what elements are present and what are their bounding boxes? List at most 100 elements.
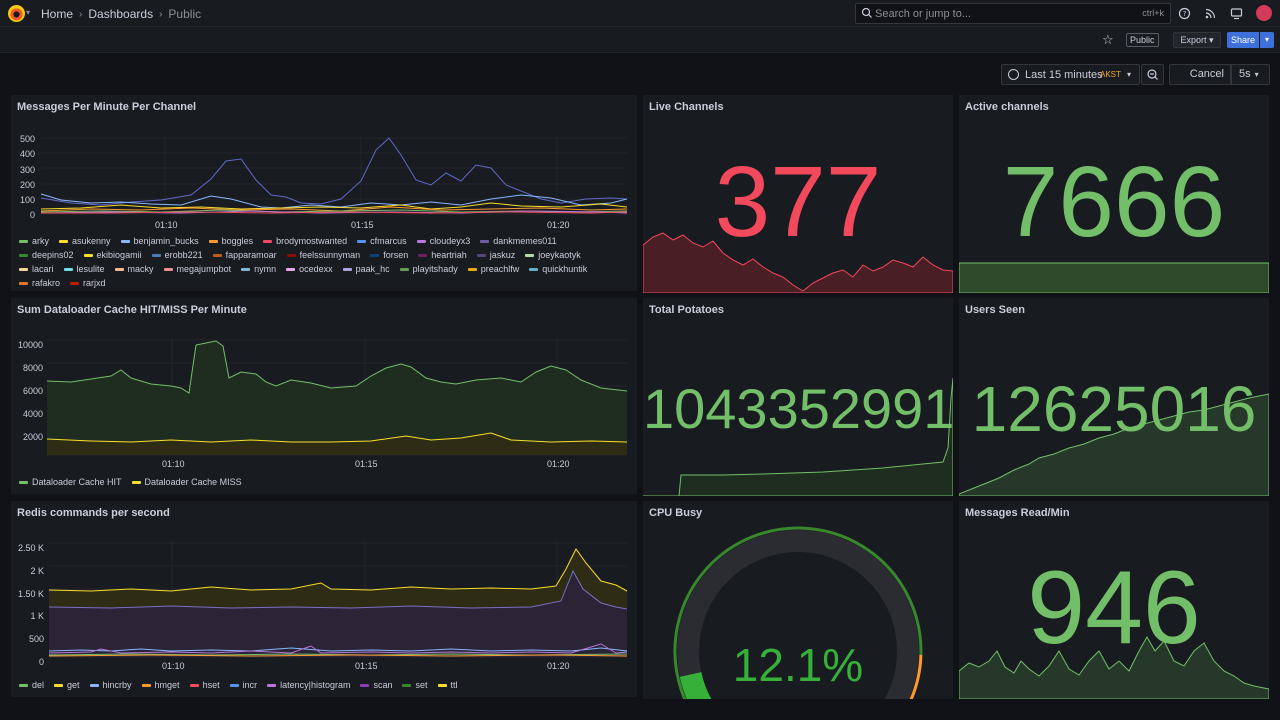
legend-item[interactable]: arky <box>19 236 49 246</box>
chevron-down-icon: ▾ <box>1254 70 1259 79</box>
user-avatar[interactable] <box>1256 5 1272 21</box>
search-input[interactable]: Search or jump to... ctrl+k <box>855 3 1171 24</box>
time-range-picker[interactable]: Last 15 minutes AKST ▾ <box>1001 64 1140 85</box>
legend-swatch <box>19 267 28 271</box>
legend-label: set <box>415 680 428 690</box>
refresh-interval-picker[interactable]: 5s ▾ <box>1231 64 1270 85</box>
breadcrumb-current: Public <box>168 7 202 21</box>
legend-label: rafakro <box>32 278 61 288</box>
legend-label: hset <box>202 680 220 690</box>
legend-swatch <box>70 281 80 285</box>
legend-item[interactable]: del <box>19 678 44 692</box>
legend-item[interactable]: boggles <box>208 236 253 246</box>
legend-swatch <box>208 239 218 243</box>
legend-item[interactable]: set <box>402 678 428 692</box>
legend-item[interactable]: deepins02 <box>19 250 74 260</box>
export-button[interactable]: Export ▾ <box>1173 32 1221 48</box>
legend-item[interactable]: hmget <box>141 678 180 692</box>
share-button[interactable]: Share <box>1227 32 1259 48</box>
y-axis: 2.50 K 2 K 1.50 K 1 K 500 0 <box>11 537 44 674</box>
legend-label: brodymostwanted <box>276 236 348 246</box>
legend-item[interactable]: benjamin_bucks <box>120 236 199 246</box>
dataloader-legend: Dataloader Cache HIT Dataloader Cache MIS… <box>19 475 619 489</box>
chevron-down-icon: ▾ <box>1127 70 1132 79</box>
legend-item[interactable]: Dataloader Cache MISS <box>131 475 242 489</box>
zoom-out-button[interactable] <box>1141 64 1164 85</box>
legend-item[interactable]: ocedexx <box>286 264 333 274</box>
legend-item[interactable]: fapparamoar <box>212 250 277 260</box>
legend-label: incr <box>242 680 258 690</box>
legend-item[interactable]: megajumpbot <box>163 264 231 274</box>
legend-item[interactable]: asukenny <box>59 236 111 246</box>
legend-swatch <box>131 480 141 484</box>
y-tick-label: 300 <box>19 164 35 175</box>
help-icon[interactable]: ? <box>1178 7 1191 20</box>
breadcrumb-dashboards[interactable]: Dashboards <box>88 7 154 21</box>
cancel-refresh-button[interactable]: Cancel <box>1169 64 1231 85</box>
legend-swatch <box>476 253 486 257</box>
legend-label: arky <box>32 236 50 246</box>
legend-item[interactable]: playitshady <box>399 264 458 274</box>
live-channels-sparkline <box>643 232 953 293</box>
kiosk-monitor-icon[interactable] <box>1230 7 1243 20</box>
legend-item[interactable]: get <box>54 678 80 692</box>
legend-item[interactable]: heartriah <box>418 250 467 260</box>
breadcrumb: Home › Dashboards › Public <box>41 7 201 21</box>
legend-item[interactable]: rafakro <box>19 278 60 288</box>
y-tick-label: 200 <box>19 179 35 190</box>
legend-item[interactable]: hset <box>189 678 220 692</box>
legend-swatch <box>525 253 535 257</box>
legend-label: joeykaotyk <box>538 250 581 260</box>
x-tick-label: 01:10 <box>155 220 178 230</box>
legend-item[interactable]: lesulite <box>63 264 105 274</box>
legend-item[interactable]: feelssunnyman <box>286 250 361 260</box>
legend-item[interactable]: rarjxd <box>70 278 106 288</box>
legend-item[interactable]: paak_hc <box>342 264 390 274</box>
legend-swatch <box>267 683 277 687</box>
legend-item[interactable]: quickhuntik <box>529 264 587 274</box>
legend-label: erobb221 <box>164 250 203 260</box>
panel-redis-commands: Redis commands per second 2.50 K 2 K 1.5… <box>11 501 637 697</box>
legend-item[interactable]: cfmarcus <box>357 236 407 246</box>
legend-item[interactable]: ekibiogamii <box>83 250 142 260</box>
legend-item[interactable]: brodymostwanted <box>263 236 347 246</box>
legend-item[interactable]: hincrby <box>89 678 132 692</box>
timezone-badge: AKST <box>1100 70 1121 79</box>
legend-item[interactable]: scan <box>360 678 392 692</box>
gauge-fill <box>679 671 712 699</box>
legend-item[interactable]: latency|histogram <box>267 678 350 692</box>
legend-item[interactable]: Dataloader Cache HIT <box>19 475 122 489</box>
legend-item[interactable]: dankmemes011 <box>480 236 557 246</box>
legend-item[interactable]: lacari <box>19 264 54 274</box>
y-tick-label: 0 <box>38 656 44 667</box>
chevron-down-icon[interactable]: ▾ <box>26 8 31 17</box>
legend-item[interactable]: nymn <box>241 264 276 274</box>
gauge-threshold-arc <box>909 654 923 699</box>
legend-item[interactable]: macky <box>114 264 154 274</box>
grafana-logo-icon[interactable] <box>8 5 25 22</box>
panel-live-channels: Live Channels 377 <box>643 95 953 293</box>
legend-item[interactable]: incr <box>229 678 258 692</box>
legend-item[interactable]: cloudeyx3 <box>416 236 470 246</box>
share-dropdown-icon[interactable]: ▾ <box>1260 32 1274 48</box>
legend-item[interactable]: jaskuz <box>476 250 515 260</box>
legend-swatch <box>467 267 477 271</box>
legend-item[interactable]: erobb221 <box>151 250 203 260</box>
legend-swatch <box>120 239 130 243</box>
legend-label: lesulite <box>76 264 105 274</box>
y-tick-label: 100 <box>19 195 35 206</box>
star-icon[interactable]: ☆ <box>1102 32 1114 47</box>
legend-item[interactable]: joeykaotyk <box>525 250 581 260</box>
panel-title: Redis commands per second <box>17 507 170 519</box>
legend-label: fapparamoar <box>225 250 277 260</box>
legend-item[interactable]: ttl <box>437 678 458 692</box>
y-tick-label: 2.50 K <box>17 543 44 553</box>
legend-label: feelssunnyman <box>299 250 361 260</box>
legend-swatch <box>480 239 490 243</box>
legend-item[interactable]: preachlfw <box>467 264 519 274</box>
breadcrumb-home[interactable]: Home <box>41 7 74 21</box>
legend-swatch <box>437 683 447 687</box>
legend-item[interactable]: forsen <box>370 250 408 260</box>
rss-news-icon[interactable] <box>1204 7 1217 20</box>
legend-label: get <box>67 680 80 690</box>
